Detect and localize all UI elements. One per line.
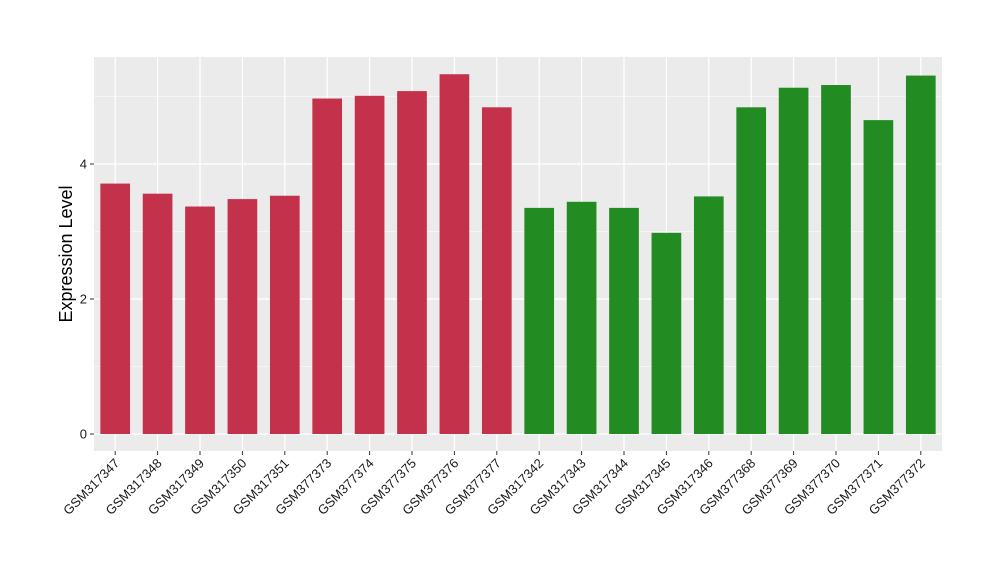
x-axis: GSM317347GSM317348GSM317349GSM317350GSM3… bbox=[60, 451, 928, 518]
bar-GSM377376 bbox=[439, 74, 470, 434]
bar-GSM317346 bbox=[693, 196, 724, 434]
bar-GSM377371 bbox=[863, 120, 894, 435]
bar-GSM377374 bbox=[354, 95, 385, 434]
bar-GSM317351 bbox=[269, 195, 300, 434]
bar-GSM317344 bbox=[609, 207, 639, 435]
bar-GSM377377 bbox=[481, 107, 512, 435]
bar-GSM317343 bbox=[566, 201, 597, 434]
bar-GSM317347 bbox=[100, 183, 131, 434]
plot-panel bbox=[94, 57, 942, 451]
bar-GSM377375 bbox=[397, 91, 427, 434]
y-tick-label: 2 bbox=[80, 292, 87, 307]
bar-GSM317348 bbox=[142, 193, 173, 434]
bar-GSM317349 bbox=[185, 206, 215, 434]
bar-GSM377373 bbox=[312, 98, 343, 434]
bars bbox=[100, 74, 936, 435]
y-axis-title: Expression Level bbox=[56, 185, 76, 322]
y-tick-label: 0 bbox=[80, 427, 87, 442]
y-tick-label: 4 bbox=[80, 157, 87, 172]
bar-GSM317342 bbox=[524, 207, 555, 435]
y-axis: 0 2 4 bbox=[80, 157, 94, 442]
bar-GSM377372 bbox=[905, 75, 936, 434]
bar-GSM377368 bbox=[736, 107, 767, 435]
bar-GSM317345 bbox=[651, 232, 682, 434]
bar-GSM377370 bbox=[821, 85, 851, 435]
bar-GSM377369 bbox=[778, 87, 809, 434]
bar-GSM317350 bbox=[227, 199, 258, 434]
